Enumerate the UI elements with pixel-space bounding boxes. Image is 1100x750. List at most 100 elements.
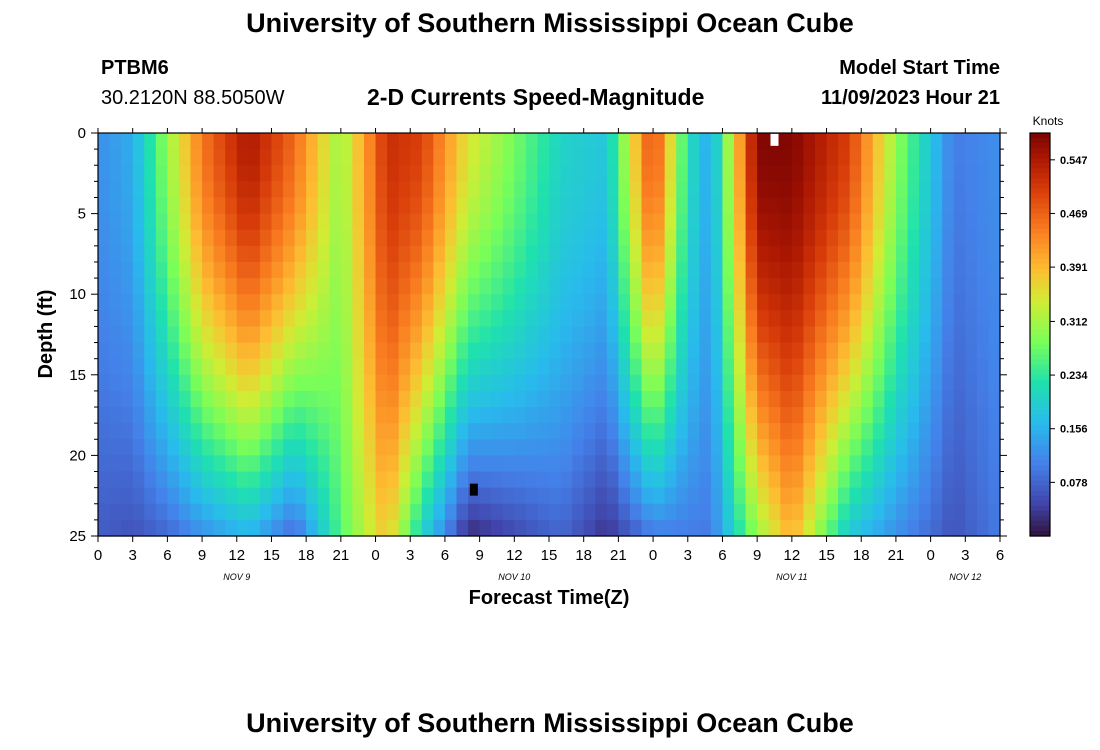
heatmap-cell bbox=[710, 181, 724, 199]
x-tick-label: 6 bbox=[441, 547, 449, 564]
heatmap-cell bbox=[317, 294, 330, 311]
heatmap-cell bbox=[363, 503, 377, 521]
heatmap-cell bbox=[710, 423, 724, 440]
heatmap-cell bbox=[213, 423, 226, 440]
heatmap-cell bbox=[213, 294, 226, 311]
heatmap-cell bbox=[433, 294, 446, 311]
heatmap-cell bbox=[618, 358, 631, 376]
heatmap-cell bbox=[838, 213, 851, 231]
heatmap-cell bbox=[930, 407, 943, 424]
heatmap-cell bbox=[618, 310, 631, 328]
heatmap-cell bbox=[942, 278, 955, 295]
heatmap-cell bbox=[953, 455, 966, 473]
heatmap-cell bbox=[907, 358, 920, 376]
heatmap-cell bbox=[976, 294, 990, 311]
heatmap-cell bbox=[375, 374, 388, 392]
heatmap-cell bbox=[734, 326, 747, 344]
heatmap-cell bbox=[872, 342, 885, 360]
heatmap-cell bbox=[167, 503, 180, 521]
heatmap-cell bbox=[710, 213, 724, 231]
heatmap-cell bbox=[687, 390, 700, 408]
heatmap-cell bbox=[734, 503, 747, 521]
heatmap-cell bbox=[144, 229, 157, 247]
heatmap-cell bbox=[375, 358, 388, 376]
heatmap-cell bbox=[525, 310, 539, 328]
heatmap-cell bbox=[838, 455, 851, 473]
heatmap-cell bbox=[549, 455, 562, 473]
heatmap-cell bbox=[618, 181, 631, 199]
colorbar-step bbox=[1030, 238, 1050, 245]
heatmap-cell bbox=[109, 487, 122, 505]
heatmap-cell bbox=[872, 407, 885, 424]
heatmap-cell bbox=[525, 133, 539, 150]
heatmap-cell bbox=[629, 487, 643, 505]
heatmap-cell bbox=[456, 487, 469, 505]
heatmap-cell bbox=[861, 503, 874, 521]
heatmap-cell bbox=[768, 390, 781, 408]
heatmap-cell bbox=[167, 133, 180, 150]
heatmap-cell bbox=[121, 197, 134, 215]
heatmap-cell bbox=[387, 310, 400, 328]
heatmap-cell bbox=[410, 342, 423, 360]
heatmap-cell bbox=[294, 374, 307, 392]
heatmap-cell bbox=[433, 503, 446, 521]
heatmap-cell bbox=[676, 181, 689, 199]
day-label: NOV 11 bbox=[776, 572, 807, 582]
heatmap-cell bbox=[329, 374, 342, 392]
heatmap-cell bbox=[988, 149, 1001, 166]
day-label: NOV 9 bbox=[223, 572, 250, 582]
heatmap-cell bbox=[884, 390, 897, 408]
heatmap-cell bbox=[988, 181, 1001, 199]
colorbar-tick-label: 0.547 bbox=[1060, 155, 1088, 167]
heatmap-cell bbox=[710, 133, 724, 150]
heatmap-cell bbox=[780, 149, 793, 166]
heatmap-cell bbox=[595, 407, 608, 424]
heatmap-cell bbox=[595, 358, 608, 376]
heatmap-cell bbox=[572, 165, 585, 182]
heatmap-cell bbox=[722, 390, 735, 408]
heatmap-cell bbox=[780, 133, 793, 150]
heatmap-cell bbox=[664, 471, 677, 489]
heatmap-cell bbox=[375, 439, 388, 456]
heatmap-cell bbox=[248, 149, 261, 166]
heatmap-cell bbox=[479, 181, 492, 199]
heatmap-cell bbox=[248, 423, 261, 440]
heatmap-cell bbox=[294, 455, 307, 473]
heatmap-cell bbox=[502, 278, 515, 295]
heatmap-cell bbox=[595, 229, 608, 247]
heatmap-cell bbox=[306, 245, 319, 263]
colorbar-step bbox=[1030, 415, 1050, 421]
heatmap-cell bbox=[236, 374, 249, 392]
colorbar-step bbox=[1030, 374, 1050, 381]
heatmap-cell bbox=[930, 519, 943, 537]
heatmap-cell bbox=[664, 423, 677, 440]
heatmap-cell bbox=[248, 197, 261, 215]
heatmap-cell bbox=[595, 423, 608, 440]
heatmap-cell bbox=[814, 181, 828, 199]
heatmap-cell bbox=[294, 294, 307, 311]
heatmap-cell bbox=[132, 407, 145, 424]
y-tick-label: 20 bbox=[69, 447, 86, 464]
heatmap-cell bbox=[942, 519, 955, 537]
heatmap-cell bbox=[444, 181, 458, 199]
heatmap-cell bbox=[294, 278, 307, 295]
heatmap-cell bbox=[537, 455, 550, 473]
heatmap-cell bbox=[306, 487, 319, 505]
heatmap-cell bbox=[664, 197, 677, 215]
heatmap-cell bbox=[213, 133, 226, 150]
heatmap-cell bbox=[271, 294, 284, 311]
heatmap-cell bbox=[965, 503, 978, 521]
heatmap-cell bbox=[629, 278, 643, 295]
heatmap-cell bbox=[687, 310, 700, 328]
heatmap-cell bbox=[676, 455, 689, 473]
heatmap-cell bbox=[525, 165, 539, 182]
heatmap-cell bbox=[583, 165, 596, 182]
heatmap-cell bbox=[202, 197, 215, 215]
heatmap-cell bbox=[803, 439, 816, 456]
heatmap-cell bbox=[294, 181, 307, 199]
heatmap-cell bbox=[606, 133, 619, 150]
heatmap-cell bbox=[757, 342, 770, 360]
heatmap-cell bbox=[768, 294, 781, 311]
heatmap-cell bbox=[803, 133, 816, 150]
heatmap-cell bbox=[618, 503, 631, 521]
